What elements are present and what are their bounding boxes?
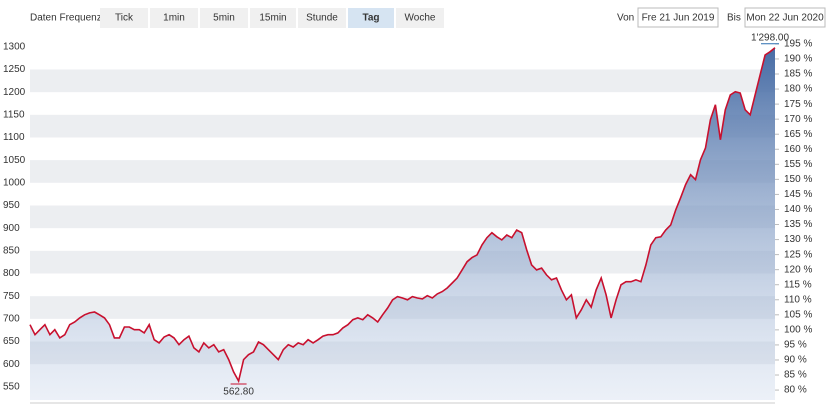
y2-tick-label: 175 % [784, 99, 812, 110]
y-tick-label: 800 [3, 268, 20, 279]
y-tick-label: 1050 [3, 155, 26, 166]
from-input[interactable] [637, 7, 719, 28]
frequency-button[interactable] [250, 8, 296, 28]
y2-tick-label: 180 % [784, 84, 812, 95]
y2-tick-label: 95 % [784, 340, 807, 351]
y2-tick-label: 150 % [784, 174, 812, 185]
frequency-button-label[interactable]: Stunde [306, 13, 338, 24]
y2-tick-label: 160 % [784, 144, 812, 155]
y-tick-label: 750 [3, 291, 20, 302]
y2-tick-label: 90 % [784, 355, 807, 366]
y-tick-label: 1000 [3, 177, 26, 188]
y2-tick-label: 135 % [784, 219, 812, 230]
to-input[interactable] [744, 7, 826, 28]
frequency-button-label[interactable]: 15min [259, 13, 286, 24]
y-tick-label: 1100 [3, 132, 25, 143]
frequency-button-label[interactable]: 1min [163, 13, 185, 24]
frequency-button[interactable] [150, 8, 198, 28]
grid-band [30, 205, 775, 229]
y-tick-label: 1200 [3, 87, 26, 98]
grid-band [30, 250, 775, 274]
frequency-button[interactable] [348, 8, 394, 28]
max-label: 1'298.00 [751, 32, 789, 43]
frequency-button-label[interactable]: 5min [213, 13, 235, 24]
y2-tick-label: 100 % [784, 325, 812, 336]
y-tick-label: 650 [3, 336, 20, 347]
y2-tick-label: 125 % [784, 249, 812, 260]
y-tick-label: 1150 [3, 109, 25, 120]
area [30, 47, 775, 400]
y2-tick-label: 110 % [784, 294, 812, 305]
y2-tick-label: 115 % [784, 279, 812, 290]
y-tick-label: 600 [3, 359, 20, 370]
grid-band [30, 160, 775, 183]
y-tick-label: 950 [3, 200, 20, 211]
y2-tick-label: 85 % [784, 370, 807, 381]
y2-tick-label: 105 % [784, 309, 812, 320]
to-date[interactable]: Mon 22 Jun 2020 [746, 13, 824, 24]
from-label: Von [617, 13, 634, 24]
y2-tick-label: 185 % [784, 69, 812, 80]
y-tick-label: 1300 [3, 41, 26, 52]
y2-tick-label: 80 % [784, 385, 807, 396]
frequency-button-label[interactable]: Tag [362, 13, 379, 24]
to-label: Bis [727, 13, 741, 24]
y2-tick-label: 145 % [784, 189, 812, 200]
y2-tick-label: 130 % [784, 234, 812, 245]
frequency-button[interactable] [200, 8, 248, 28]
y-tick-label: 1250 [3, 64, 26, 75]
min-label: 562.80 [223, 387, 254, 398]
from-date[interactable]: Fre 21 Jun 2019 [642, 13, 715, 24]
frequency-button-label[interactable]: Tick [115, 13, 134, 24]
grid-band [30, 114, 775, 138]
grid-band [30, 69, 775, 93]
y2-tick-label: 170 % [784, 114, 812, 125]
y2-tick-label: 140 % [784, 204, 812, 215]
frequency-label: Daten Frequenz [30, 13, 102, 24]
frequency-button[interactable] [100, 8, 148, 28]
y-tick-label: 550 [3, 381, 20, 392]
frequency-button[interactable] [298, 8, 346, 28]
y-tick-label: 850 [3, 245, 20, 256]
y2-tick-label: 190 % [784, 54, 812, 65]
price-line [29, 47, 776, 384]
y-tick-label: 900 [3, 223, 20, 234]
y-tick-label: 700 [3, 313, 20, 324]
y2-tick-label: 120 % [784, 264, 812, 275]
y2-tick-label: 155 % [784, 159, 812, 170]
y2-tick-label: 195 % [784, 39, 812, 50]
frequency-button-label[interactable]: Woche [405, 13, 436, 24]
frequency-button[interactable] [396, 8, 444, 28]
y2-tick-label: 165 % [784, 129, 812, 140]
